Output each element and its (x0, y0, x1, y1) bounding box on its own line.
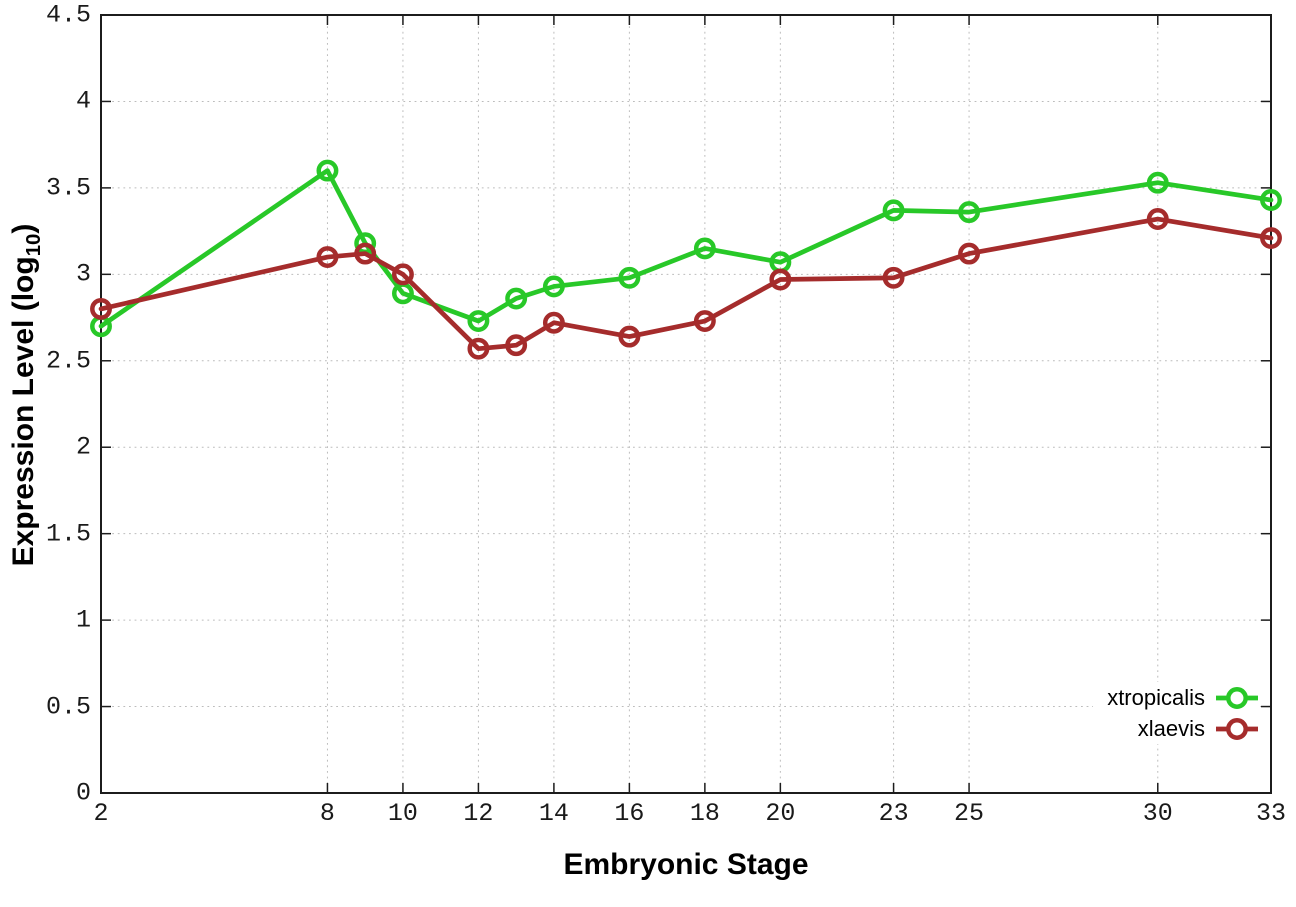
legend-label-xlaevis: xlaevis (1137, 715, 1205, 741)
x-tick-label: 25 (954, 799, 985, 828)
x-axis-label: Embryonic Stage (563, 848, 809, 881)
legend-item-xtropicalis: xtropicalis (1107, 682, 1260, 713)
data-point-xtropicalis (618, 266, 641, 289)
series-line-xtropicalis (98, 168, 1274, 329)
legend: xtropicalis xlaevis (1093, 682, 1260, 744)
data-point-xlaevis (693, 310, 716, 332)
y-tick-label: 1 (75, 605, 91, 635)
y-axis-label: Expression Level (log10) (6, 6, 50, 784)
x-tick-label: 23 (878, 799, 909, 828)
x-tick-label: 8 (319, 799, 335, 828)
y-tick-label: 0.5 (45, 692, 91, 722)
data-point-xlaevis (391, 263, 414, 286)
x-tick-label: 12 (463, 799, 494, 828)
data-point-xtropicalis (542, 275, 565, 298)
data-point-xtropicalis (467, 310, 490, 332)
data-point-xlaevis (467, 337, 490, 360)
data-point-xlaevis (1260, 227, 1282, 249)
data-point-xlaevis (882, 266, 905, 289)
data-point-xtropicalis (882, 199, 905, 222)
data-point-xlaevis (542, 311, 565, 334)
y-axis-label-subscript: 10 (23, 233, 45, 257)
data-point-xlaevis (769, 268, 792, 291)
data-point-xlaevis (90, 297, 112, 320)
data-point-xtropicalis (505, 287, 528, 310)
y-tick-label: 0 (75, 778, 91, 808)
legend-marker-xlaevis-icon (1216, 717, 1258, 740)
y-tick-label: 4 (75, 86, 91, 116)
y-axis-label-close: ) (7, 223, 40, 234)
x-tick-label: 14 (538, 799, 569, 828)
data-point-xlaevis (618, 325, 641, 348)
data-point-xtropicalis (1260, 189, 1282, 211)
y-tick-label: 2 (75, 432, 91, 462)
legend-marker-xtropicalis-icon (1216, 686, 1258, 709)
y-axis-label-text: Expression Level (log (7, 256, 40, 567)
x-tick-label: 18 (689, 799, 720, 828)
data-point-xlaevis (354, 242, 377, 265)
x-tick-label: 16 (614, 799, 645, 828)
x-tick-label: 2 (93, 799, 109, 828)
y-tick-label: 2.5 (45, 346, 91, 376)
data-point-xtropicalis (316, 159, 339, 182)
legend-label-xtropicalis: xtropicalis (1107, 684, 1205, 710)
series-line-xlaevis (98, 216, 1274, 352)
x-tick-label: 20 (765, 799, 796, 828)
data-point-xlaevis (505, 334, 528, 357)
data-point-xlaevis (316, 246, 339, 268)
y-tick-label: 4.5 (45, 0, 91, 30)
y-tick-label: 3 (75, 259, 91, 289)
x-tick-label: 33 (1255, 799, 1287, 828)
data-point-xtropicalis (1146, 171, 1169, 194)
data-point-xlaevis (958, 242, 981, 265)
data-point-xtropicalis (958, 201, 981, 224)
y-tick-label: 1.5 (45, 519, 91, 549)
plot-border (100, 14, 1272, 794)
x-tick-label: 10 (387, 799, 418, 828)
legend-item-xlaevis: xlaevis (1107, 713, 1260, 744)
x-tick-label: 30 (1142, 799, 1173, 828)
data-point-xlaevis (1146, 208, 1169, 230)
data-point-xtropicalis (693, 237, 716, 260)
y-tick-label: 3.5 (45, 173, 91, 203)
